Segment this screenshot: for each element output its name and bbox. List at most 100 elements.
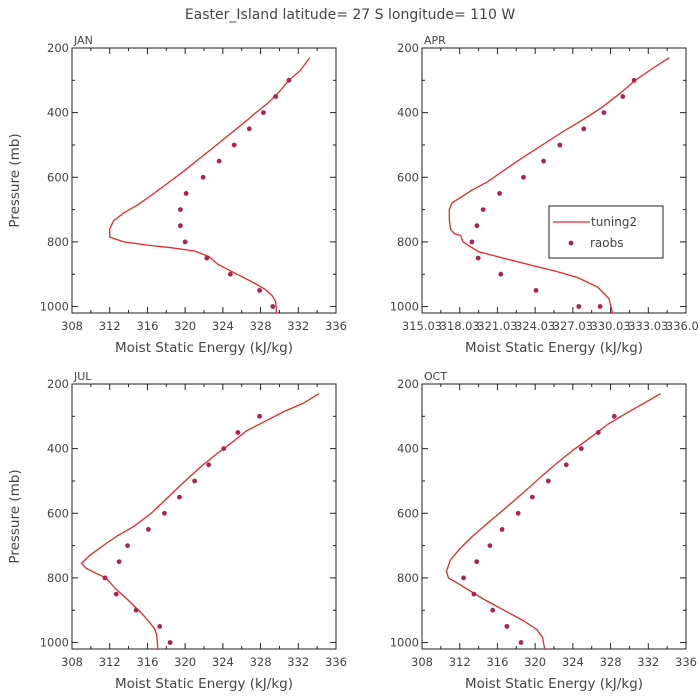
raobs-point bbox=[178, 223, 183, 229]
y-tick-label: 200 bbox=[397, 377, 419, 391]
y-tick-label: 400 bbox=[47, 106, 69, 120]
raobs-point bbox=[471, 591, 477, 597]
x-tick-label: 308 bbox=[61, 655, 83, 669]
raobs-point bbox=[192, 478, 198, 484]
raobs-point bbox=[113, 591, 119, 597]
raobs-point bbox=[474, 223, 480, 229]
y-tick-label: 800 bbox=[397, 571, 419, 585]
raobs-point bbox=[487, 543, 493, 548]
y-tick-label: 1000 bbox=[390, 636, 419, 650]
x-tick-label: 328 bbox=[250, 655, 272, 669]
raobs-point bbox=[257, 288, 262, 293]
raobs-point bbox=[257, 413, 262, 419]
panel-apr: APR315.03318.03321.03324.03327.03330.033… bbox=[390, 34, 700, 356]
plot-frame bbox=[71, 47, 337, 314]
x-axis-label: Moist Static Energy (kJ/kg) bbox=[115, 340, 293, 356]
raobs-point bbox=[521, 174, 526, 180]
raobs-point bbox=[228, 271, 233, 277]
y-tick-label: 800 bbox=[397, 235, 419, 249]
legend-box bbox=[548, 205, 664, 259]
y-tick-label: 1000 bbox=[390, 300, 419, 314]
x-axis-label: Moist Static Energy (kJ/kg) bbox=[465, 340, 643, 356]
x-tick-label: 336 bbox=[325, 319, 347, 333]
panel-title: APR bbox=[424, 34, 446, 47]
x-tick-label: 318.03 bbox=[440, 319, 480, 333]
y-tick-label: 200 bbox=[397, 41, 419, 55]
y-tick-label: 400 bbox=[397, 442, 419, 456]
raobs-point bbox=[620, 94, 626, 99]
raobs-point bbox=[157, 624, 163, 629]
panel-title: OCT bbox=[424, 370, 447, 383]
x-tick-label: 333.03 bbox=[628, 319, 668, 333]
raobs-point bbox=[216, 158, 222, 164]
y-tick-label: 200 bbox=[47, 41, 69, 55]
raobs-point bbox=[497, 191, 502, 196]
x-tick-label: 324 bbox=[212, 655, 234, 669]
raobs-point bbox=[273, 94, 279, 99]
panel-title: JUL bbox=[73, 370, 92, 383]
raobs-point bbox=[611, 413, 617, 419]
x-tick-label: 336.03 bbox=[666, 319, 700, 333]
raobs-point bbox=[490, 607, 496, 613]
raobs-point bbox=[162, 510, 167, 516]
series-line-tuning2 bbox=[80, 393, 320, 649]
raobs-point bbox=[474, 559, 480, 565]
raobs-point bbox=[146, 527, 151, 532]
y-tick-label: 600 bbox=[397, 170, 419, 184]
y-axis-label: Pressure (mb) bbox=[7, 469, 23, 563]
panel-jan: JAN 308 312 316 320 324 328 332 336 200 400 600 800 1… bbox=[7, 34, 347, 356]
raobs-point bbox=[206, 462, 212, 468]
raobs-point bbox=[231, 142, 237, 148]
raobs-point bbox=[557, 142, 563, 148]
series-line-tuning2 bbox=[109, 57, 311, 313]
legend-marker-sample bbox=[568, 240, 574, 246]
legend-label-tuning2: tuning2 bbox=[591, 215, 637, 229]
raobs-point bbox=[125, 543, 130, 548]
raobs-point bbox=[177, 494, 182, 500]
x-tick-label: 312 bbox=[449, 655, 471, 669]
series-line-tuning2 bbox=[445, 393, 661, 649]
y-tick-label: 400 bbox=[47, 442, 69, 456]
raobs-point bbox=[182, 239, 188, 245]
x-axis-label: Moist Static Energy (kJ/kg) bbox=[115, 676, 293, 692]
y-tick-label: 600 bbox=[47, 506, 69, 520]
y-tick-label: 600 bbox=[47, 170, 69, 184]
raobs-point bbox=[541, 158, 546, 164]
raobs-point bbox=[597, 304, 603, 309]
x-tick-label: 330.03 bbox=[590, 319, 630, 333]
raobs-point bbox=[235, 430, 241, 435]
raobs-point bbox=[133, 607, 139, 613]
panel-jul: JUL 308 312 316 320 324 328 332 336 200 400 600 800 1… bbox=[7, 370, 347, 692]
x-tick-label: 328 bbox=[600, 655, 622, 669]
raobs-point bbox=[183, 191, 189, 196]
raobs-point bbox=[563, 462, 569, 468]
raobs-point bbox=[200, 174, 206, 180]
panel-oct: OCT 308 312 316 320 324 328 332 336 200 400 600 800 1… bbox=[390, 370, 697, 692]
raobs-point bbox=[578, 446, 584, 451]
x-tick-label: 328 bbox=[250, 319, 272, 333]
plot-frame bbox=[421, 383, 687, 650]
x-tick-label: 332 bbox=[287, 655, 309, 669]
x-tick-label: 316 bbox=[136, 655, 158, 669]
x-tick-label: 320 bbox=[174, 655, 196, 669]
raobs-point bbox=[261, 110, 266, 115]
raobs-point bbox=[576, 304, 582, 309]
raobs-point bbox=[595, 430, 601, 435]
raobs-point bbox=[286, 77, 292, 83]
series-line-tuning2 bbox=[448, 57, 670, 313]
x-tick-label: 332 bbox=[287, 319, 309, 333]
raobs-point bbox=[221, 446, 227, 451]
raobs-point bbox=[601, 110, 607, 115]
raobs-point bbox=[529, 494, 535, 500]
raobs-point bbox=[515, 510, 521, 516]
figure-title: Easter_Island latitude= 27 S longitude= … bbox=[185, 7, 515, 23]
y-tick-label: 600 bbox=[397, 506, 419, 520]
raobs-point bbox=[246, 126, 252, 132]
x-tick-label: 308 bbox=[61, 319, 83, 333]
x-tick-label: 327.03 bbox=[553, 319, 593, 333]
raobs-point bbox=[504, 624, 510, 629]
legend-label-raobs: raobs bbox=[590, 236, 624, 250]
raobs-point bbox=[116, 559, 122, 565]
plot-frame bbox=[421, 47, 687, 314]
